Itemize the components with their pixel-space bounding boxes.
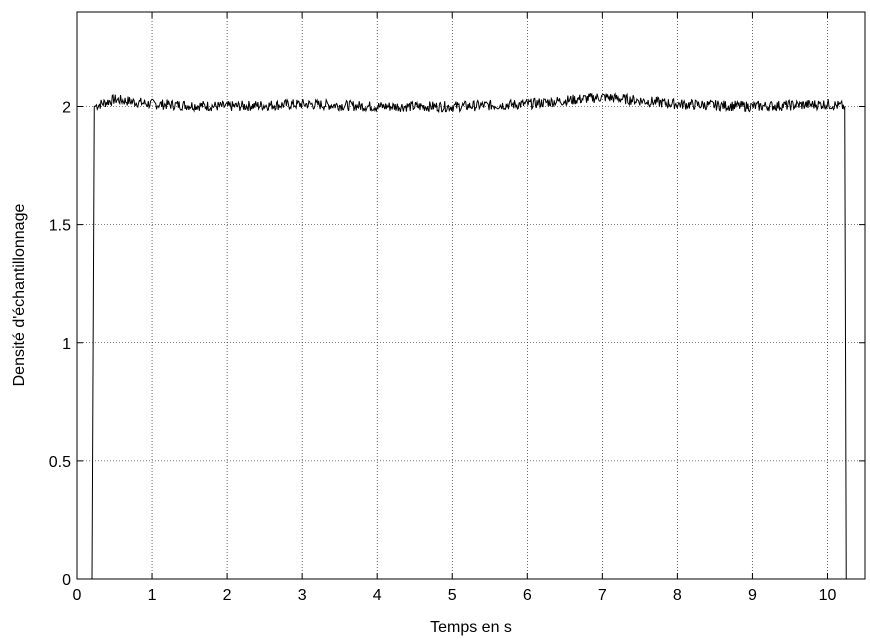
- x-tick-label: 8: [673, 587, 682, 604]
- y-tick-label: 1: [62, 336, 71, 353]
- y-axis-ticks: 0 0.5 1 1.5 2: [49, 100, 865, 589]
- y-axis-label: Densité d'échantillonnage: [11, 204, 28, 387]
- y-tick-label: 2: [62, 100, 71, 117]
- x-tick-label: 3: [298, 587, 307, 604]
- x-tick-label: 6: [523, 587, 532, 604]
- x-axis-label: Temps en s: [430, 619, 512, 636]
- x-tick-label: 10: [819, 587, 837, 604]
- x-tick-label: 7: [598, 587, 607, 604]
- series-layer: [91, 92, 847, 580]
- x-tick-label: 4: [373, 587, 382, 604]
- y-tick-label: 0: [62, 572, 71, 589]
- y-tick-label: 1.5: [49, 218, 71, 235]
- x-tick-label: 1: [148, 587, 157, 604]
- y-tick-label: 0.5: [49, 454, 71, 471]
- x-tick-label: 2: [223, 587, 232, 604]
- plot-area: [77, 12, 865, 579]
- series-line: [91, 92, 847, 580]
- x-axis-ticks: 0 1 2 3 4 5 6 7 8 9 10: [73, 12, 837, 604]
- x-tick-label: 5: [448, 587, 457, 604]
- plot-frame: [76, 11, 866, 580]
- x-tick-label: 9: [748, 587, 757, 604]
- x-tick-label: 0: [73, 587, 82, 604]
